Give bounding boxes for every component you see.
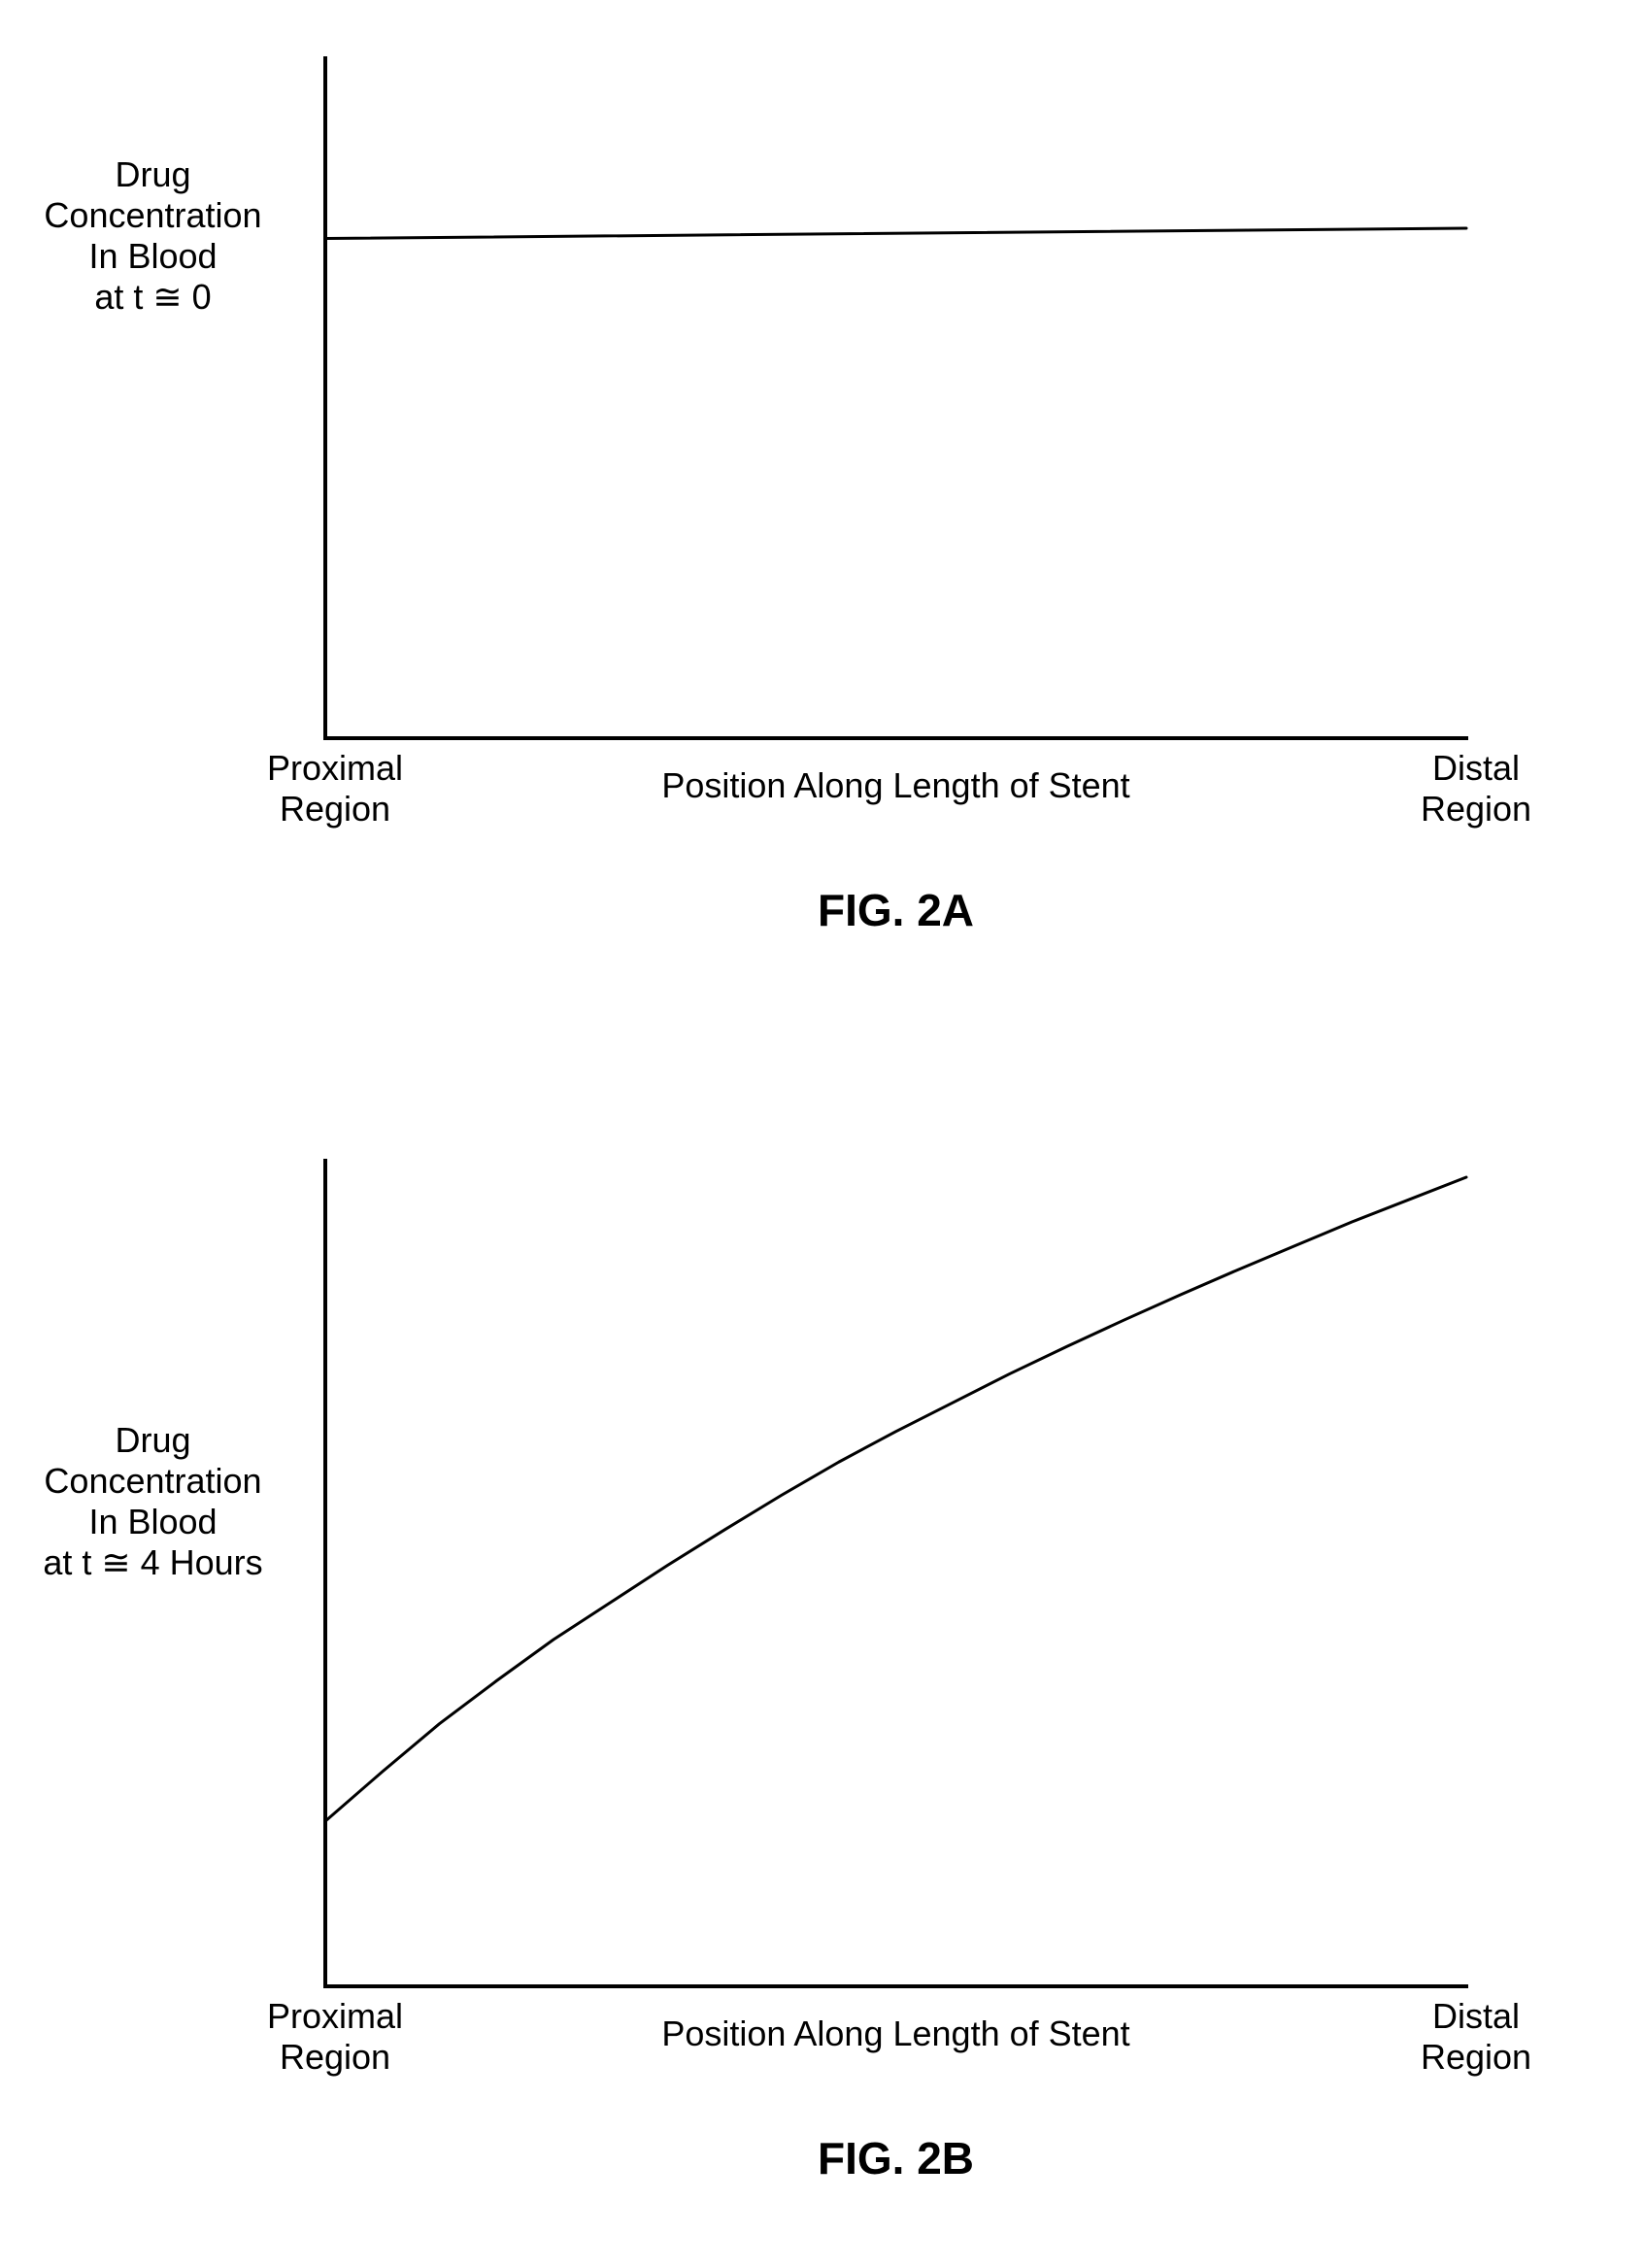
fig-2b-xlabel-right: Distal Region <box>1379 1996 1573 2078</box>
fig-2b-title: FIG. 2B <box>702 2132 1090 2184</box>
fig-2b-xlabel-center: Position Along Length of Stent <box>556 2014 1236 2054</box>
fig-2b-chart <box>0 0 1644 2268</box>
fig-2b-xlabel-left: Proximal Region <box>238 1996 432 2078</box>
page: Drug Concentration In Blood at t ≅ 0 Pro… <box>0 0 1644 2268</box>
fig-2b-ylabel: Drug Concentration In Blood at t ≅ 4 Hou… <box>0 1420 306 1583</box>
